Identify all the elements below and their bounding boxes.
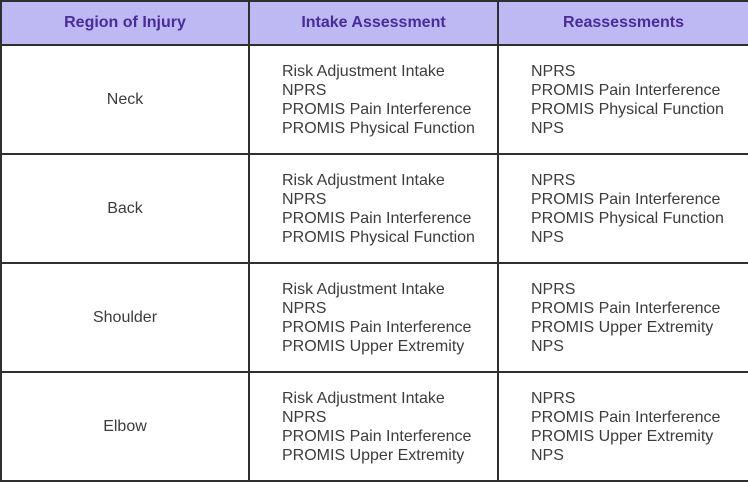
table-row-back: Back Risk Adjustment Intake NPRS PROMIS …	[0, 153, 748, 264]
intake-cell: Risk Adjustment Intake NPRS PROMIS Pain …	[248, 371, 499, 482]
reassessments-cell: NPRS PROMIS Pain Interference PROMIS Phy…	[497, 44, 748, 155]
assessment-item: PROMIS Pain Interference	[531, 408, 721, 426]
assessment-item: PROMIS Pain Interference	[531, 190, 721, 208]
region-cell: Back	[0, 153, 250, 264]
assessment-item: Risk Adjustment Intake	[282, 389, 445, 407]
assessment-item: NPS	[531, 446, 564, 464]
assessment-item: PROMIS Pain Interference	[282, 427, 472, 445]
assessment-item: PROMIS Pain Interference	[531, 299, 721, 317]
table-header-row: Region of Injury Intake Assessment Reass…	[0, 0, 748, 46]
assessment-item: Risk Adjustment Intake	[282, 62, 445, 80]
column-header-reassessments: Reassessments	[497, 0, 748, 46]
assessment-item: PROMIS Physical Function	[531, 100, 724, 118]
column-header-intake-assessment: Intake Assessment	[248, 0, 499, 46]
assessment-item: PROMIS Upper Extremity	[531, 318, 714, 336]
assessment-item: NPRS	[531, 62, 576, 80]
assessment-item: NPRS	[531, 171, 576, 189]
assessment-item: PROMIS Physical Function	[531, 209, 724, 227]
reassessments-cell: NPRS PROMIS Pain Interference PROMIS Upp…	[497, 371, 748, 482]
assessment-item: NPRS	[282, 81, 327, 99]
assessment-item: PROMIS Pain Interference	[282, 209, 472, 227]
reassessments-cell: NPRS PROMIS Pain Interference PROMIS Upp…	[497, 262, 748, 373]
assessment-item: PROMIS Pain Interference	[282, 318, 472, 336]
intake-cell: Risk Adjustment Intake NPRS PROMIS Pain …	[248, 262, 499, 373]
assessment-item: PROMIS Upper Extremity	[282, 446, 465, 464]
intake-cell: Risk Adjustment Intake NPRS PROMIS Pain …	[248, 153, 499, 264]
assessment-item: NPS	[531, 119, 564, 137]
assessment-item: NPS	[531, 337, 564, 355]
table-row-elbow: Elbow Risk Adjustment Intake NPRS PROMIS…	[0, 371, 748, 482]
region-cell: Neck	[0, 44, 250, 155]
table-row-neck: Neck Risk Adjustment Intake NPRS PROMIS …	[0, 44, 748, 155]
assessment-item: NPRS	[282, 408, 327, 426]
assessment-item: NPRS	[531, 389, 576, 407]
assessment-item: NPRS	[282, 299, 327, 317]
assessment-item: NPRS	[282, 190, 327, 208]
intake-cell: Risk Adjustment Intake NPRS PROMIS Pain …	[248, 44, 499, 155]
assessment-item: PROMIS Pain Interference	[531, 81, 721, 99]
region-cell: Shoulder	[0, 262, 250, 373]
table-row-shoulder: Shoulder Risk Adjustment Intake NPRS PRO…	[0, 262, 748, 373]
reassessments-cell: NPRS PROMIS Pain Interference PROMIS Phy…	[497, 153, 748, 264]
assessment-item: Risk Adjustment Intake	[282, 280, 445, 298]
assessment-item: PROMIS Pain Interference	[282, 100, 472, 118]
assessment-item: PROMIS Physical Function	[282, 119, 475, 137]
assessment-item: PROMIS Upper Extremity	[531, 427, 714, 445]
assessment-item: PROMIS Upper Extremity	[282, 337, 465, 355]
assessment-item: Risk Adjustment Intake	[282, 171, 445, 189]
column-header-region-of-injury: Region of Injury	[0, 0, 250, 46]
assessment-item: NPS	[531, 228, 564, 246]
region-cell: Elbow	[0, 371, 250, 482]
assessment-item: PROMIS Physical Function	[282, 228, 475, 246]
assessment-item: NPRS	[531, 280, 576, 298]
